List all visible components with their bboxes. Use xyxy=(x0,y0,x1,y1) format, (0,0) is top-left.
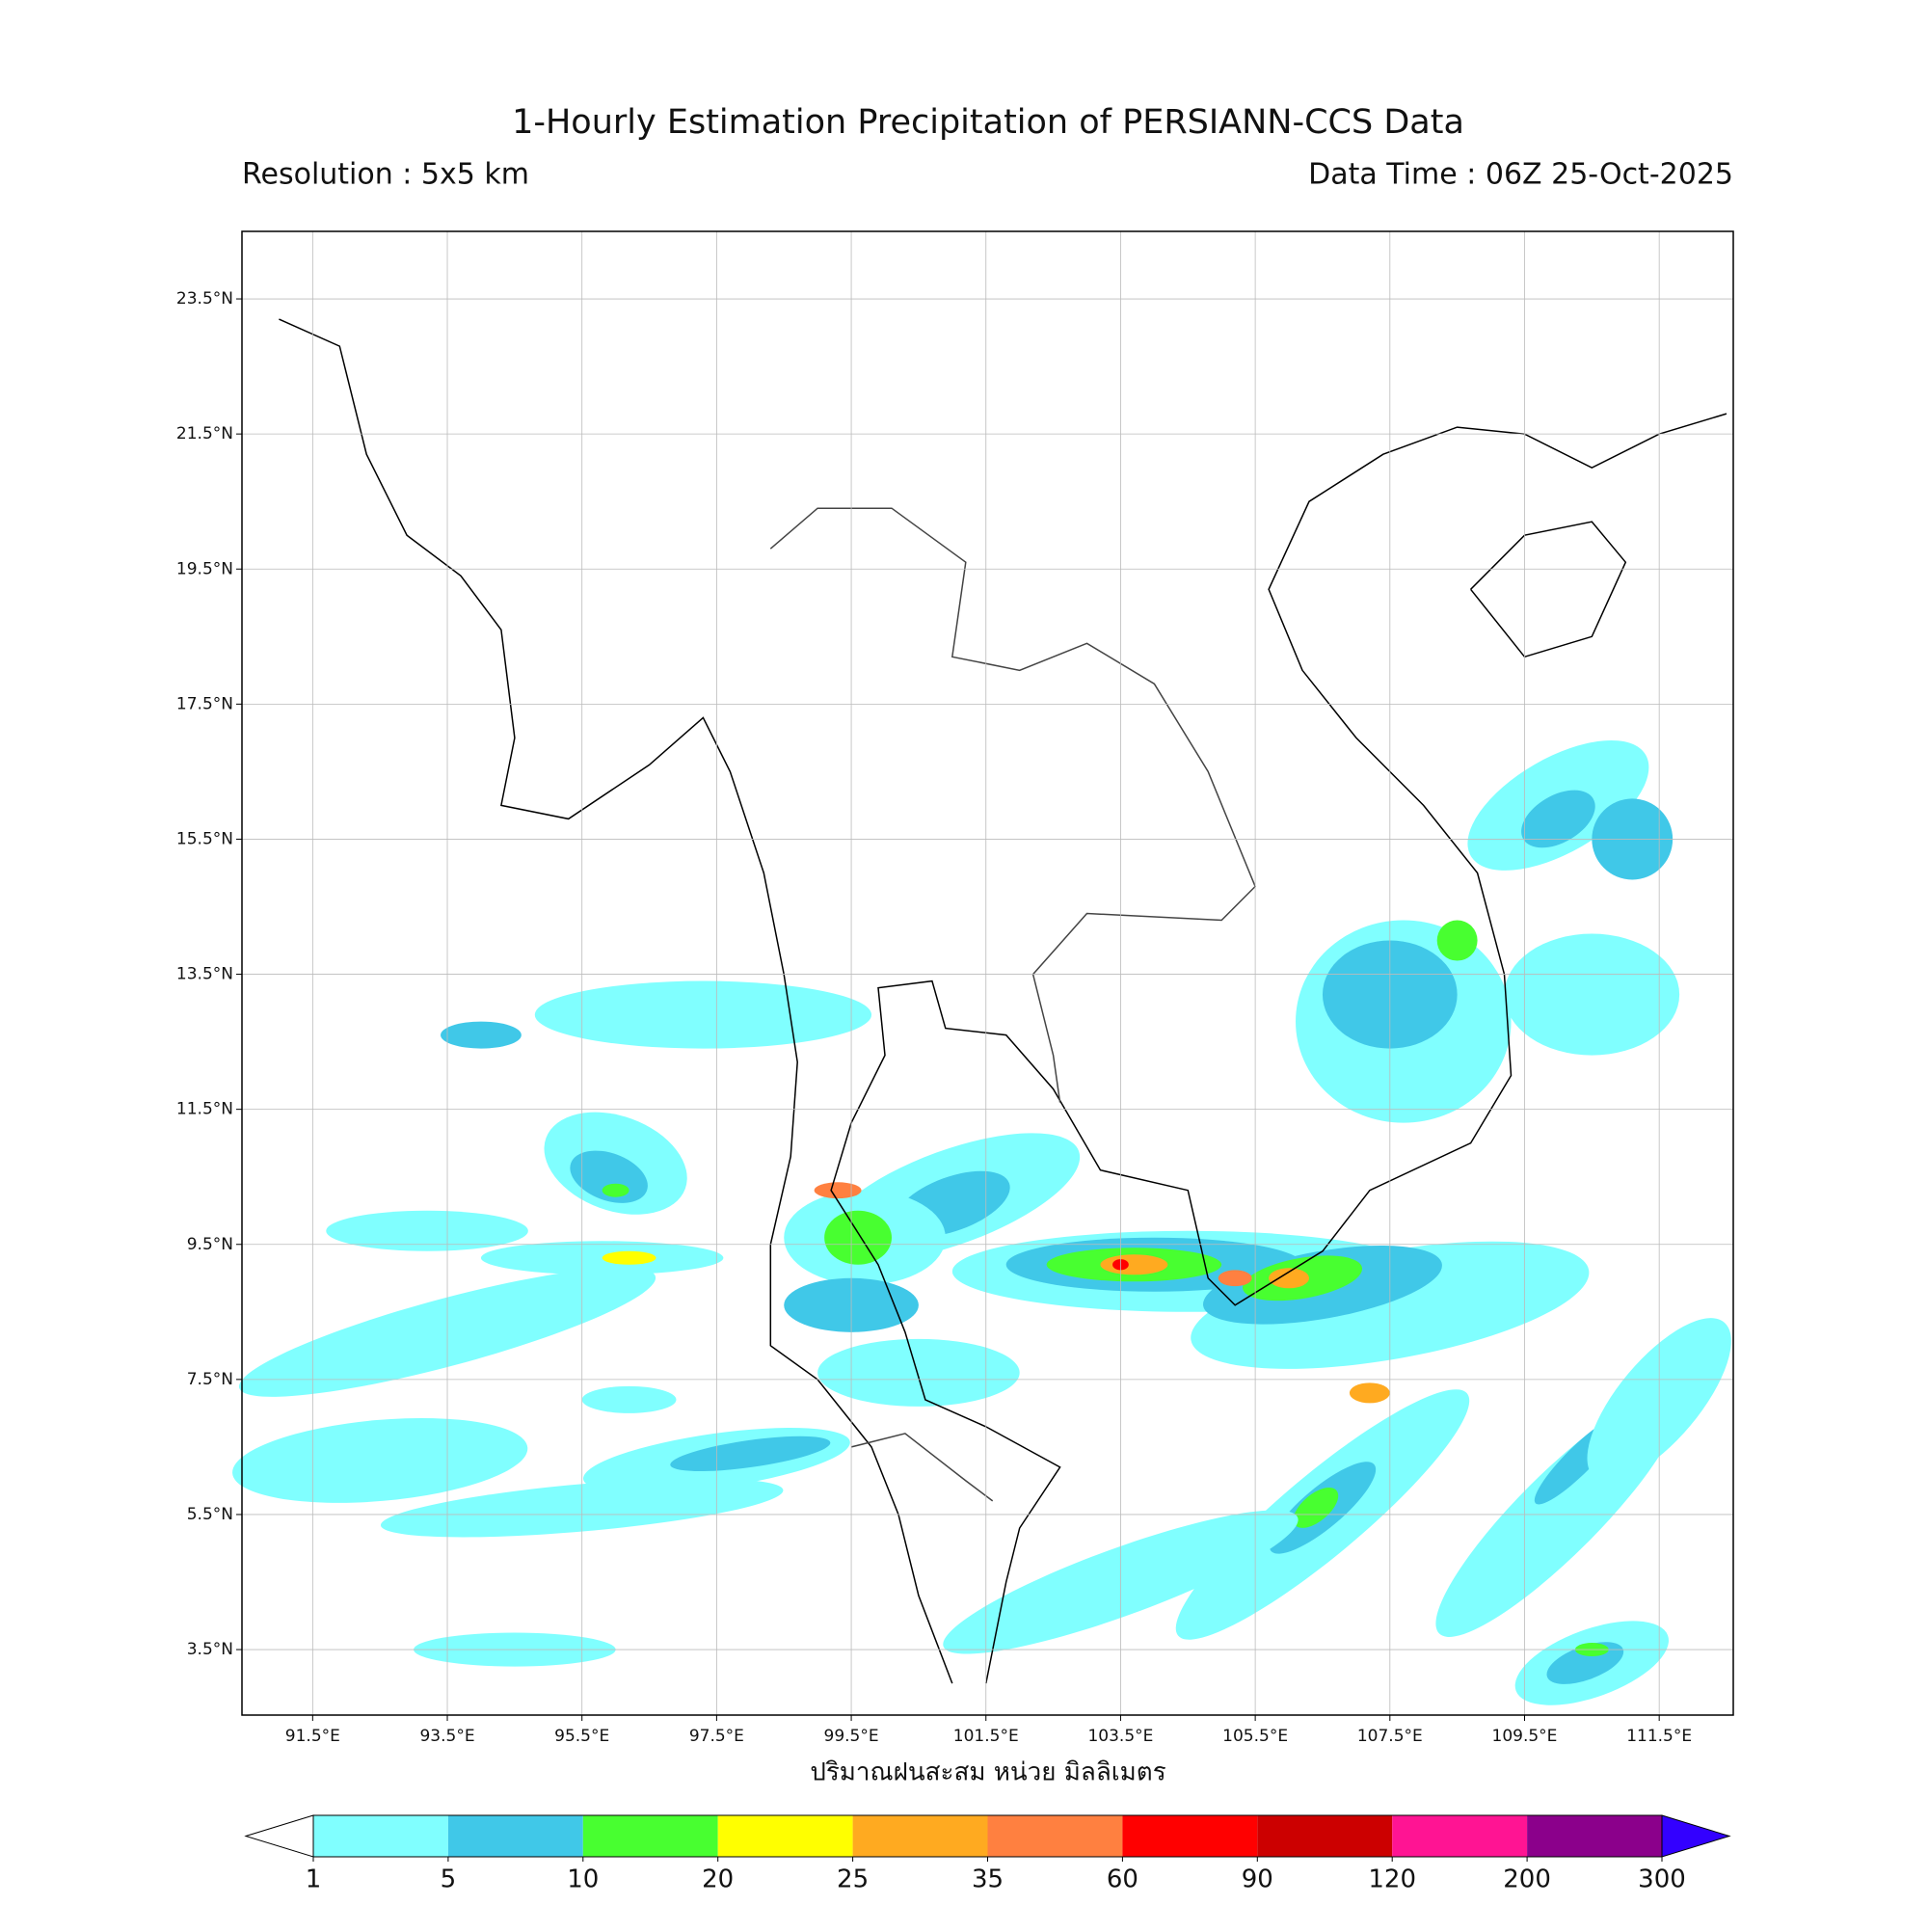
x-tick-label: 109.5°E xyxy=(1492,1727,1558,1746)
y-tick-label: 19.5°N xyxy=(176,559,233,578)
y-tick-label: 15.5°N xyxy=(176,829,233,848)
colorbar-segment xyxy=(1392,1815,1528,1857)
colorbar-segment xyxy=(1257,1815,1393,1857)
rain-area xyxy=(441,1021,522,1049)
rain-area xyxy=(602,1250,656,1265)
rain-area xyxy=(1504,933,1680,1056)
y-tick-label: 13.5°N xyxy=(176,965,233,984)
rain-area xyxy=(817,1338,1020,1407)
rain-area xyxy=(581,1385,677,1413)
colorbar-label: 5 xyxy=(441,1865,457,1894)
colorbar-segment xyxy=(313,1815,448,1857)
rain-area xyxy=(480,1241,724,1275)
colorbar-under xyxy=(244,1814,314,1858)
map xyxy=(232,231,1733,1715)
rain-area xyxy=(1293,1488,1339,1528)
y-tick-label: 3.5°N xyxy=(187,1640,233,1659)
title: 1-Hourly Estimation Precipitation of PER… xyxy=(512,103,1464,142)
x-tick-label: 97.5°E xyxy=(689,1727,744,1746)
colorbar-segment xyxy=(852,1815,988,1857)
x-tick-label: 93.5°E xyxy=(419,1727,474,1746)
colorbar-label: 90 xyxy=(1242,1865,1273,1894)
rain-area xyxy=(326,1210,528,1251)
colorbar-label: 200 xyxy=(1503,1865,1551,1894)
rain-area xyxy=(670,1436,831,1472)
y-tick-label: 21.5°N xyxy=(176,424,233,443)
colorbar-segment xyxy=(1527,1815,1662,1857)
colorbar-segment xyxy=(447,1815,583,1857)
x-tick-label: 101.5°E xyxy=(953,1727,1019,1746)
colorbar-label: 1 xyxy=(306,1865,322,1894)
x-axis-label: ปริมาณฝนสะสม หน่วย มิลลิเมตร xyxy=(810,1758,1165,1787)
x-tick-label: 103.5°E xyxy=(1087,1727,1153,1746)
colorbar-segment xyxy=(987,1815,1123,1857)
colorbar-segment xyxy=(582,1815,718,1857)
y-tick-label: 17.5°N xyxy=(176,694,233,713)
coastline xyxy=(1470,521,1627,658)
colorbar-label: 60 xyxy=(1107,1865,1138,1894)
rain-area xyxy=(1269,1268,1309,1289)
x-tick-label: 99.5°E xyxy=(824,1727,879,1746)
y-tick-label: 9.5°N xyxy=(187,1235,233,1254)
rain-area xyxy=(1436,920,1478,961)
colorbar-segment xyxy=(717,1815,853,1857)
rain-area xyxy=(602,1183,629,1197)
x-tick-label: 91.5°E xyxy=(285,1727,340,1746)
rain-area xyxy=(232,1417,528,1503)
data-time: Data Time : 06Z 25-Oct-2025 xyxy=(1308,158,1733,192)
x-tick-label: 95.5°E xyxy=(554,1727,609,1746)
x-tick-label: 111.5°E xyxy=(1626,1727,1692,1746)
y-tick-label: 5.5°N xyxy=(187,1505,233,1524)
rain-area xyxy=(1521,790,1595,848)
colorbar-over xyxy=(1661,1814,1731,1858)
resolution: Resolution : 5x5 km xyxy=(242,158,529,192)
colorbar-label: 120 xyxy=(1368,1865,1416,1894)
x-tick-label: 107.5°E xyxy=(1357,1727,1423,1746)
colorbar: 1 5 10 20 25 35 60 90 120 200 300 xyxy=(244,1814,1731,1894)
rain-area xyxy=(824,1210,892,1265)
colorbar-label: 25 xyxy=(837,1865,869,1894)
coastline xyxy=(279,318,953,1684)
colorbar-label: 10 xyxy=(567,1865,599,1894)
y-tick-label: 11.5°N xyxy=(176,1100,233,1119)
coastline xyxy=(850,1433,994,1502)
map-frame xyxy=(241,230,1734,1716)
rain-area xyxy=(1100,1254,1168,1275)
colorbar-label: 300 xyxy=(1638,1865,1686,1894)
x-tick-label: 105.5°E xyxy=(1222,1727,1288,1746)
y-tick-label: 7.5°N xyxy=(187,1370,233,1389)
colorbar-label: 35 xyxy=(972,1865,1004,1894)
rain-area xyxy=(814,1182,862,1199)
rain-area xyxy=(1349,1382,1390,1404)
rain-area xyxy=(1218,1270,1252,1287)
colorbar-label: 20 xyxy=(702,1865,734,1894)
colorbar-segment xyxy=(1122,1815,1258,1857)
coastline xyxy=(830,413,1727,1684)
y-tick-label: 23.5°N xyxy=(176,289,233,309)
coastline xyxy=(769,507,1256,1103)
rain-area xyxy=(534,980,872,1049)
